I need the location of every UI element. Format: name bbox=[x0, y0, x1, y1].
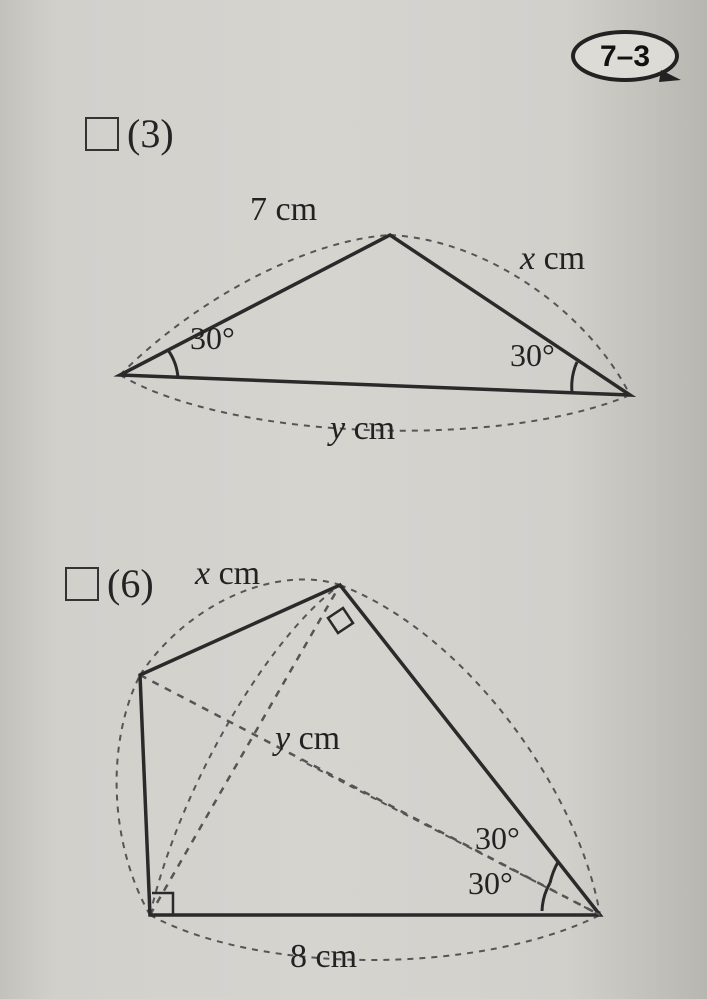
label-ycm-6: y cm bbox=[275, 720, 340, 758]
label-xcm-6: x cm bbox=[195, 555, 260, 593]
angle-upper-30: 30° bbox=[475, 820, 520, 857]
page-reference-tag: 7–3 bbox=[563, 30, 683, 94]
problem-3-number: (3) bbox=[85, 110, 174, 157]
angle-left-30: 30° bbox=[190, 320, 235, 357]
checkbox-icon bbox=[85, 117, 119, 151]
label-xcm: x cm bbox=[520, 240, 585, 278]
angle-right-30: 30° bbox=[510, 337, 555, 374]
label-8cm: 8 cm bbox=[290, 938, 357, 976]
label-7cm: 7 cm bbox=[250, 191, 317, 229]
angle-lower-30: 30° bbox=[468, 865, 513, 902]
label-ycm: y cm bbox=[330, 410, 395, 448]
page-tag-text: 7–3 bbox=[600, 40, 650, 73]
figure-3: 7 cm x cm y cm 30° 30° bbox=[60, 185, 680, 465]
problem-3-label: (3) bbox=[127, 110, 174, 157]
figure-6: x cm y cm 8 cm 30° 30° bbox=[80, 545, 680, 985]
